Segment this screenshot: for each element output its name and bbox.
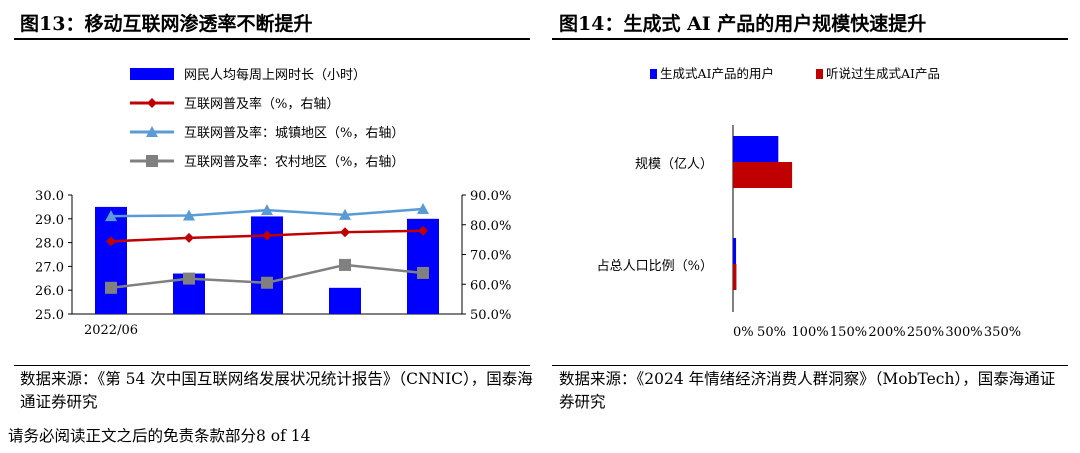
legend-swatch-0 <box>650 69 657 79</box>
bar-hours-3 <box>329 287 361 314</box>
x-tick-label: 150% <box>830 325 867 340</box>
legend-label-bar: 网民人均每周上网时长（小时） <box>184 67 366 83</box>
left-figure-title: 图13：移动互联网渗透率不断提升 <box>20 13 313 35</box>
bar-0-0 <box>733 136 779 162</box>
right-figure-title: 图14：生成式 AI 产品的用户规模快速提升 <box>559 13 927 35</box>
left-tick-label: 25.0 <box>35 308 64 323</box>
series-2-point-1 <box>183 272 195 285</box>
right-title-rule <box>552 38 1068 40</box>
bar-0-1 <box>733 238 737 264</box>
left-tick-label: 27.0 <box>35 260 64 275</box>
left-tick-label: 26.0 <box>35 284 64 299</box>
legend-label-2: 互联网普及率：农村地区（%，右轴） <box>184 154 404 170</box>
page-number: 8 of 14 <box>256 427 311 445</box>
disclaimer-text: 请务必阅读正文之后的免责条款部分 <box>8 427 257 445</box>
bar-1-0 <box>733 162 793 188</box>
right-tick-label: 90.0% <box>470 189 511 204</box>
series-1-point-2 <box>261 204 273 216</box>
left-tick-label: 30.0 <box>35 189 64 204</box>
series-1-point-3 <box>339 208 351 220</box>
series-1-point-4 <box>417 202 429 214</box>
right-tick-label: 70.0% <box>470 249 511 264</box>
series-0-point-0 <box>106 236 116 247</box>
series-0-point-2 <box>262 230 272 241</box>
legend-label-0: 生成式AI产品的用户 <box>660 66 774 81</box>
x-tick-label: 200% <box>868 325 905 340</box>
legend-marker-0 <box>147 98 157 108</box>
x-tick-label: 2022/06 <box>84 323 138 338</box>
right-tick-label: 50.0% <box>470 308 511 323</box>
x-tick-label: 100% <box>791 325 828 340</box>
left-tick-label: 28.0 <box>35 237 64 252</box>
x-tick-label: 50% <box>757 325 786 340</box>
bar-1-1 <box>733 264 737 290</box>
right-tick-label: 60.0% <box>470 278 511 293</box>
series-0-point-4 <box>418 225 428 236</box>
series-2-point-3 <box>339 258 351 271</box>
right-tick-label: 80.0% <box>470 219 511 234</box>
right-source-rule <box>552 365 1068 366</box>
category-label: 规模（亿人） <box>635 157 713 172</box>
series-0-point-1 <box>184 232 194 243</box>
series-1-point-1 <box>183 209 195 221</box>
x-tick-label: 250% <box>907 325 944 340</box>
series-1-point-0 <box>105 210 117 222</box>
left-chart: 网民人均每周上网时长（小时） 互联网普及率（%，右轴） 互联网普及率：城镇地区（%，… <box>35 67 511 338</box>
legend-label-0: 互联网普及率（%，右轴） <box>184 96 339 112</box>
legend-swatch-bar <box>130 68 174 80</box>
x-tick-label: 350% <box>984 325 1021 340</box>
legend-marker-1 <box>146 126 158 137</box>
left-source-rule <box>14 365 530 366</box>
right-source-note: 数据来源：《2024 年情绪经济消费人群洞察》（MobTech），国泰海通证券研… <box>559 370 1056 411</box>
x-tick-label: 0% <box>733 325 754 340</box>
legend-label-1: 听说过生成式AI产品 <box>826 66 940 81</box>
bar-hours-0 <box>95 206 127 314</box>
legend-label-1: 互联网普及率：城镇地区（%，右轴） <box>184 125 404 141</box>
series-2-point-4 <box>417 266 429 279</box>
left-title-rule <box>14 38 530 40</box>
x-tick-label: 300% <box>945 325 982 340</box>
legend-marker-2 <box>146 155 158 167</box>
series-2-point-0 <box>105 281 117 294</box>
legend-swatch-1 <box>816 69 823 79</box>
series-0-point-3 <box>340 227 350 238</box>
category-label: 占总人口比例（%） <box>597 259 713 274</box>
page-footer: 请务必阅读正文之后的免责条款部分8 of 14 <box>8 424 311 446</box>
series-2-point-2 <box>261 276 273 289</box>
left-tick-label: 29.0 <box>35 213 64 228</box>
left-source-note: 数据来源：《第 54 次中国互联网络发展状况统计报告》（CNNIC），国泰海通证… <box>20 370 533 411</box>
